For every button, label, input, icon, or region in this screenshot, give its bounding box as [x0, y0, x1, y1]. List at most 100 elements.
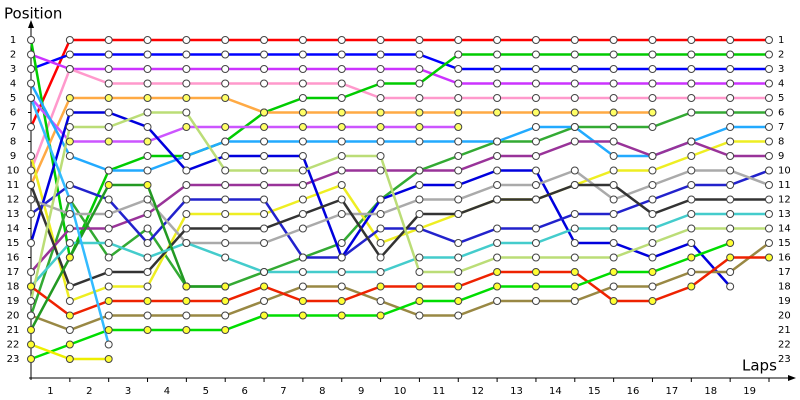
- marker: [493, 195, 502, 204]
- marker: [27, 297, 35, 305]
- y-tick-label: 18: [7, 282, 20, 293]
- marker: [104, 166, 113, 175]
- marker: [182, 36, 191, 44]
- marker: [376, 297, 385, 305]
- marker: [609, 297, 618, 305]
- marker: [493, 137, 502, 146]
- marker: [221, 152, 230, 160]
- marker: [376, 166, 385, 175]
- marker: [415, 311, 424, 320]
- marker: [570, 268, 579, 276]
- marker: [260, 50, 269, 59]
- marker: [415, 268, 424, 276]
- marker: [765, 79, 773, 88]
- marker: [415, 210, 424, 218]
- marker: [27, 239, 35, 247]
- marker: [454, 79, 463, 88]
- marker: [648, 181, 657, 189]
- y-tick-label: 3: [10, 64, 16, 75]
- marker: [260, 36, 269, 44]
- marker: [648, 50, 657, 59]
- marker: [260, 166, 269, 175]
- marker: [143, 181, 152, 189]
- marker: [143, 326, 152, 334]
- x-tick-label: 5: [203, 386, 209, 397]
- y-tick-label-right: 20: [778, 311, 791, 322]
- marker: [182, 166, 191, 175]
- marker: [143, 210, 152, 218]
- marker: [143, 311, 152, 320]
- marker: [260, 108, 269, 117]
- marker: [221, 79, 230, 88]
- marker: [765, 239, 773, 247]
- marker: [415, 253, 424, 262]
- y-tick-label-right: 11: [778, 180, 791, 191]
- marker: [726, 166, 735, 175]
- marker: [531, 166, 540, 175]
- y-tick-label-right: 13: [778, 209, 791, 220]
- marker: [648, 239, 657, 247]
- marker: [726, 282, 735, 291]
- marker: [765, 166, 773, 175]
- y-tick-label-right: 21: [778, 325, 791, 336]
- marker: [337, 268, 346, 276]
- marker: [182, 181, 191, 189]
- marker: [337, 108, 346, 117]
- marker: [570, 282, 579, 291]
- marker: [104, 181, 113, 189]
- marker: [337, 297, 346, 305]
- marker: [376, 210, 385, 218]
- series-line: [30, 169, 770, 259]
- x-tick-label: 6: [241, 386, 247, 397]
- marker: [182, 282, 191, 291]
- marker: [298, 65, 307, 73]
- marker: [182, 65, 191, 73]
- marker: [182, 123, 191, 131]
- marker: [531, 108, 540, 117]
- marker: [687, 50, 696, 59]
- x-tick-label: 9: [358, 386, 364, 397]
- marker: [27, 326, 35, 334]
- marker: [221, 239, 230, 247]
- marker: [143, 239, 152, 247]
- marker: [454, 50, 463, 59]
- series-line: [29, 183, 226, 331]
- marker: [376, 224, 385, 233]
- y-tick-label-right: 16: [778, 253, 791, 264]
- y-tick-label: 2: [10, 50, 16, 61]
- marker: [143, 137, 152, 146]
- y-tick-label: 13: [7, 209, 20, 220]
- series-line: [29, 39, 769, 262]
- marker: [376, 239, 385, 247]
- marker: [260, 297, 269, 305]
- marker: [454, 297, 463, 305]
- marker: [65, 340, 74, 349]
- marker: [65, 108, 74, 117]
- marker: [765, 108, 773, 117]
- marker: [337, 123, 346, 131]
- marker: [221, 123, 230, 131]
- marker: [221, 253, 230, 262]
- y-tick-label: 19: [7, 296, 20, 307]
- marker: [221, 166, 230, 175]
- marker: [531, 137, 540, 146]
- series-line: [30, 53, 769, 71]
- marker: [531, 36, 540, 44]
- marker: [687, 65, 696, 73]
- series-line: [29, 111, 769, 316]
- marker: [143, 268, 152, 276]
- marker: [687, 166, 696, 175]
- marker: [104, 137, 113, 146]
- marker: [493, 224, 502, 233]
- marker: [415, 181, 424, 189]
- marker: [415, 94, 424, 102]
- marker: [337, 166, 346, 175]
- marker: [143, 152, 152, 160]
- marker: [493, 50, 502, 59]
- x-tick-label: 1: [47, 386, 53, 397]
- marker: [221, 297, 230, 305]
- marker: [298, 224, 307, 233]
- y-tick-label-right: 7: [778, 122, 784, 133]
- y-axis-arrow: [28, 20, 34, 28]
- marker: [298, 108, 307, 117]
